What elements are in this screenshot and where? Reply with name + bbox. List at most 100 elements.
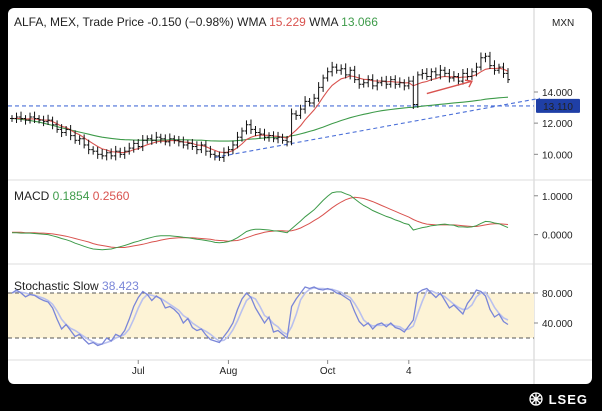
price-bar (226, 146, 231, 157)
price-bar (185, 139, 190, 150)
macd-header: MACD 0.1854 0.2560 (14, 189, 130, 203)
price-bar (163, 134, 168, 146)
price-header-part-0: ALFA, MEX, Trade Price (14, 15, 144, 29)
macd-signal-line (12, 196, 509, 248)
x-tick-label-3: 4 (406, 366, 412, 377)
support-level-label: 13.110 (543, 102, 573, 113)
price-bar (506, 68, 510, 84)
price-bar (190, 139, 195, 150)
price-bar (339, 64, 344, 75)
price-bar (388, 76, 393, 88)
macd-line (12, 191, 509, 251)
price-bar (316, 82, 321, 102)
stochastic-header: Stochastic Slow 38.423 (14, 279, 139, 293)
stochastic-d-line (11, 286, 509, 345)
price-bar (447, 69, 452, 83)
price-bar (325, 67, 330, 82)
wma-fast-line (11, 67, 509, 154)
price-bar (127, 142, 132, 155)
price-bar (307, 97, 312, 107)
x-tick-label-1: Aug (220, 366, 238, 377)
price-bar (86, 139, 91, 155)
price-bar (352, 65, 357, 84)
price-bar (244, 120, 249, 135)
price-bar (294, 110, 299, 120)
price-bar (267, 132, 272, 142)
arrow-annotation-shaft (426, 80, 473, 95)
price-header-part-1: -0.150 (−0.98%) (144, 15, 234, 29)
price-bar (406, 76, 411, 90)
price-bar (91, 146, 96, 155)
price-bar (402, 79, 407, 91)
price-bar (221, 147, 226, 162)
price-bar (451, 71, 456, 82)
price-bar (217, 151, 222, 161)
price-bar (343, 63, 348, 79)
price-bar (212, 150, 217, 161)
price-bar (82, 134, 87, 149)
price-bar (100, 149, 105, 160)
stochastic-header-part-1: 38.423 (102, 279, 139, 293)
macd-ytick-label-1: 0.0000 (542, 231, 573, 242)
support-level-badge (536, 98, 580, 113)
price-header-part-5: 13.066 (341, 15, 378, 29)
price-bar (203, 140, 208, 156)
price-bar (456, 73, 461, 86)
price-bar (487, 51, 492, 70)
price-bar (176, 135, 181, 147)
price-bar (258, 128, 262, 139)
price-bar (474, 62, 479, 77)
price-bar (73, 130, 78, 144)
price-bar (442, 66, 447, 77)
price-bar (366, 75, 371, 88)
price-bar (433, 67, 438, 79)
price-bar (465, 68, 470, 81)
trendline (214, 97, 541, 158)
price-bar (496, 63, 501, 74)
price-bar (181, 136, 186, 149)
price-bar (77, 135, 82, 145)
price-bar (23, 115, 28, 125)
macd-header-part-0: MACD (14, 189, 53, 203)
price-bar (122, 146, 127, 159)
price-bar (172, 135, 177, 144)
price-bar (37, 115, 42, 124)
price-bar (348, 66, 353, 80)
price-bar (298, 104, 303, 119)
price-bar (239, 127, 244, 142)
currency-label: MXN (552, 18, 574, 29)
stochastic-band (8, 293, 534, 338)
price-header: ALFA, MEX, Trade Price -0.150 (−0.98%) W… (14, 15, 378, 29)
price-bar (145, 135, 150, 144)
x-tick-label-2: Oct (320, 366, 336, 377)
stochastic-ytick-label-1: 40.000 (542, 319, 573, 330)
price-bar (167, 133, 172, 147)
price-bar (68, 125, 73, 141)
price-ytick-label-2: 10.000 (542, 150, 573, 161)
brand-name: LSEG (548, 391, 588, 407)
price-header-part-2: WMA (234, 15, 269, 29)
price-bar (28, 112, 33, 124)
price-bar (271, 131, 276, 143)
stochastic-k-line (11, 286, 509, 347)
price-header-part-3: 15.229 (269, 15, 306, 29)
x-tick-label-0: Jul (132, 366, 145, 377)
price-bar (41, 115, 46, 127)
price-bar (469, 68, 474, 80)
price-bar (276, 131, 281, 144)
price-ytick-label-0: 14.000 (542, 88, 573, 99)
price-bar (19, 111, 24, 122)
price-bar (429, 68, 434, 81)
price-bar (285, 135, 290, 147)
price-bar (415, 71, 420, 108)
price-bar (136, 139, 141, 150)
price-bar (438, 64, 443, 80)
price-bar (280, 133, 285, 144)
macd-header-part-1: 0.1854 (53, 189, 90, 203)
price-bar (50, 116, 55, 130)
price-bar (158, 133, 163, 144)
stochastic-header-part-0: Stochastic Slow (14, 279, 102, 293)
price-bar (95, 146, 100, 159)
price-bar (420, 69, 425, 80)
price-bar (483, 52, 488, 63)
